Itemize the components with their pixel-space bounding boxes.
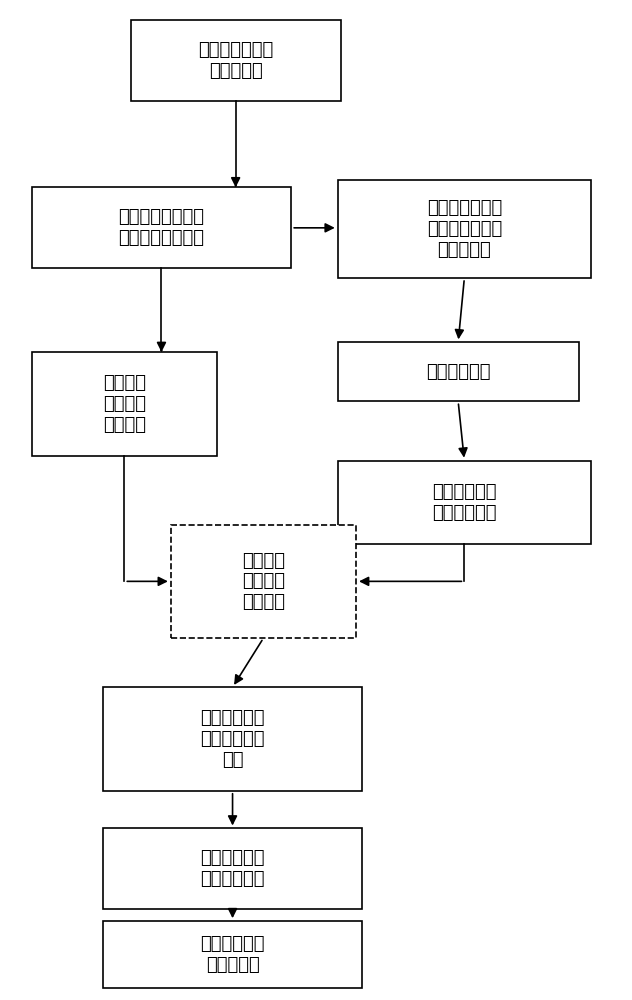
Bar xyxy=(103,828,362,909)
Bar xyxy=(337,180,591,278)
Bar xyxy=(32,187,291,268)
Bar xyxy=(171,525,356,638)
Text: 获取孤岛系统运
行方式参数: 获取孤岛系统运 行方式参数 xyxy=(198,41,273,80)
Text: 实时频率
偏差等级
修正规则: 实时频率 偏差等级 修正规则 xyxy=(242,552,285,611)
Text: 计算直流送端孤
岛系统的实时频
率变化率值: 计算直流送端孤 岛系统的实时频 率变化率值 xyxy=(427,199,502,259)
Bar xyxy=(337,342,579,401)
Text: 提取直流送端孤岛
系统的实时频率值: 提取直流送端孤岛 系统的实时频率值 xyxy=(118,208,205,247)
Text: 确定修正实时
频率偏差等级
参数: 确定修正实时 频率偏差等级 参数 xyxy=(200,709,265,769)
Bar xyxy=(337,461,591,544)
Bar xyxy=(103,687,362,791)
Text: 确定直流输电
实时功率值: 确定直流输电 实时功率值 xyxy=(200,935,265,974)
Bar xyxy=(131,20,341,101)
Bar xyxy=(32,352,217,456)
Text: 确定直流功率
的实时调制量: 确定直流功率 的实时调制量 xyxy=(200,849,265,888)
Bar xyxy=(103,921,362,988)
Text: 确定初始
频率偏差
等级参数: 确定初始 频率偏差 等级参数 xyxy=(103,374,146,434)
Text: 确定调整频率
偏差等级参数: 确定调整频率 偏差等级参数 xyxy=(432,483,497,522)
Text: 模糊控制方法: 模糊控制方法 xyxy=(426,363,490,381)
